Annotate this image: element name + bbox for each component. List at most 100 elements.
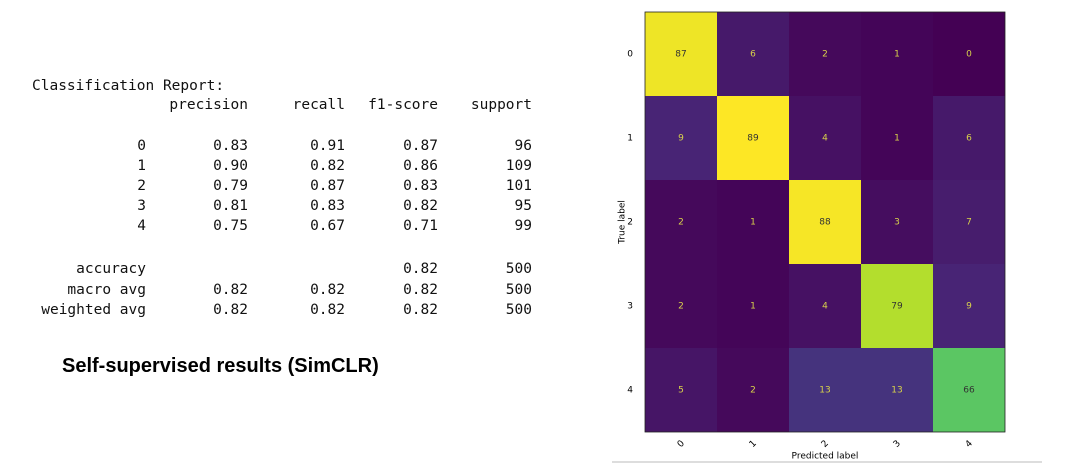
cell-label: 7: [966, 218, 972, 228]
cell: 0.82: [310, 302, 345, 318]
heatmap-cell: [933, 264, 1005, 348]
heatmap-cell: [717, 12, 789, 96]
cell-label: 88: [819, 218, 831, 228]
cell-label: 13: [891, 386, 902, 396]
heatmap-cell: [717, 348, 789, 432]
heatmap-cell: [861, 12, 933, 96]
heatmap-cell: [645, 264, 717, 348]
cell: 0.75: [213, 218, 248, 234]
heatmap-cell: [933, 180, 1005, 264]
row-label: 1: [137, 158, 146, 174]
cell: 0.82: [213, 302, 248, 318]
row-label: weighted avg: [41, 302, 146, 318]
x-tick-label: 0: [676, 439, 687, 450]
heatmap-cell: [789, 96, 861, 180]
heatmap-cell: [645, 180, 717, 264]
heatmap-cell: [861, 96, 933, 180]
x-tick-label: 4: [964, 439, 975, 450]
cell-label: 79: [891, 302, 903, 312]
cell-label: 89: [747, 134, 759, 144]
column-header: recall: [292, 97, 345, 113]
plot-frame: [644, 11, 1006, 433]
cell-label: 1: [750, 218, 756, 228]
row-label: 3: [137, 198, 146, 214]
caption: Self-supervised results (SimCLR): [62, 355, 379, 377]
x-tick-label: 1: [748, 439, 759, 450]
cell-label: 5: [678, 386, 684, 396]
cell-label: 1: [894, 50, 900, 60]
cell: 500: [505, 282, 532, 298]
y-tick-label: 0: [627, 50, 633, 60]
cell: 0.83: [310, 198, 345, 214]
cell-label: 2: [750, 386, 756, 396]
heatmap-cell: [861, 180, 933, 264]
cell-label: 87: [675, 50, 686, 60]
cell: 0.71: [403, 218, 438, 234]
heatmap-cell: [933, 348, 1005, 432]
cell: 500: [505, 302, 532, 318]
cell: 0.82: [310, 282, 345, 298]
cell: 95: [514, 198, 532, 214]
cell: 0.82: [403, 261, 438, 277]
y-tick-label: 1: [627, 134, 633, 144]
heatmap-cell: [789, 180, 861, 264]
heatmap-cell: [717, 96, 789, 180]
cell-label: 4: [822, 134, 828, 144]
cell: 0.90: [213, 158, 248, 174]
cell-label: 13: [819, 386, 830, 396]
x-axis-label: Predicted label: [792, 452, 859, 462]
cell: 0.86: [403, 158, 438, 174]
column-header: precision: [169, 97, 248, 113]
cell: 101: [505, 178, 532, 194]
column-header: support: [470, 97, 532, 113]
y-tick-label: 4: [627, 386, 633, 396]
y-axis-label: True label: [618, 200, 628, 245]
heatmap-cell: [645, 96, 717, 180]
cell: 0.87: [403, 138, 438, 154]
row-label: macro avg: [67, 282, 146, 298]
cell: 99: [514, 218, 532, 234]
cell-label: 1: [894, 134, 900, 144]
row-label: 4: [137, 218, 146, 234]
heatmap-cell: [861, 348, 933, 432]
heatmap-cell: [789, 264, 861, 348]
cell: 0.67: [310, 218, 345, 234]
cell-label: 1: [750, 302, 756, 312]
cell: 0.82: [213, 282, 248, 298]
heatmap-cell: [861, 264, 933, 348]
cell-label: 0: [966, 50, 972, 60]
cell: 500: [505, 261, 532, 277]
row-label: 2: [137, 178, 146, 194]
heatmap-cell: [789, 12, 861, 96]
cell: 0.91: [310, 138, 345, 154]
heatmap-cell: [933, 12, 1005, 96]
y-tick-label: 3: [627, 302, 633, 312]
cell-label: 4: [822, 302, 828, 312]
cell-label: 6: [966, 134, 972, 144]
cell: 109: [505, 158, 532, 174]
cell-label: 2: [822, 50, 828, 60]
cell: 0.83: [403, 178, 438, 194]
cell-label: 2: [678, 302, 684, 312]
cell: 0.82: [403, 302, 438, 318]
cell-label: 6: [750, 50, 756, 60]
heatmap-cell: [645, 348, 717, 432]
cell-label: 66: [963, 386, 975, 396]
cell: 0.82: [403, 198, 438, 214]
cell-label: 9: [966, 302, 972, 312]
cell: 0.83: [213, 138, 248, 154]
y-tick-label: 2: [627, 218, 633, 228]
cell: 0.79: [213, 178, 248, 194]
heatmap-cell: [645, 12, 717, 96]
heatmap-cell: [717, 180, 789, 264]
cell: 0.82: [310, 158, 345, 174]
cell: 96: [514, 138, 532, 154]
heatmap-cell: [933, 96, 1005, 180]
cell-label: 2: [678, 218, 684, 228]
x-tick-label: 2: [820, 439, 831, 450]
report-title: Classification Report:: [32, 78, 225, 94]
cell: 0.87: [310, 178, 345, 194]
column-header: f1-score: [368, 97, 438, 113]
